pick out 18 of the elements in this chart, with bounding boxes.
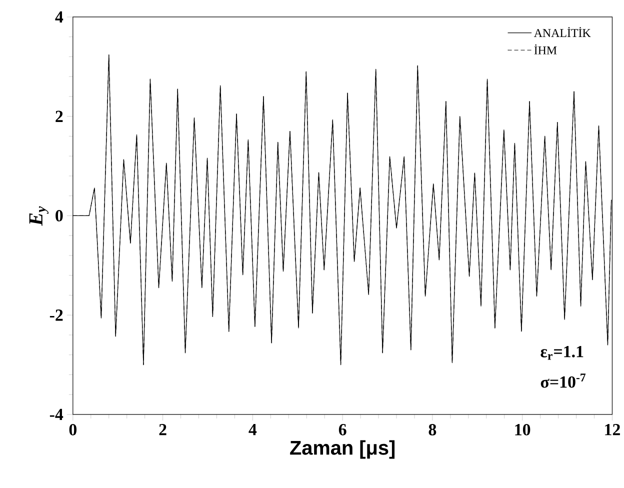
y-tick-label: 4 — [55, 11, 64, 22]
y-tick-label: -2 — [50, 309, 63, 321]
annotation: σ=10$^{-7}$ — [540, 373, 586, 388]
x-tick-label: 2 — [159, 424, 166, 435]
x-tick-label: 8 — [428, 424, 436, 436]
x-tick-label: 12 — [605, 424, 620, 435]
legend-label: İHM — [534, 44, 557, 54]
x-tick-label: 4 — [248, 424, 257, 435]
y-axis-title: E$_{y}$ — [29, 206, 48, 226]
y-tick-label: 0 — [56, 210, 63, 222]
legend-label: ANALİTİK — [534, 26, 591, 37]
y-tick-label: -4 — [50, 408, 64, 420]
y-tick-label: 2 — [56, 110, 63, 122]
x-axis-title: Zaman [μs] — [290, 440, 395, 459]
x-tick-label: 6 — [338, 424, 346, 436]
annotation: ε$_{r}$=1.1 — [540, 346, 584, 360]
x-tick-label: 10 — [515, 424, 530, 436]
x-tick-label: 0 — [69, 424, 76, 436]
